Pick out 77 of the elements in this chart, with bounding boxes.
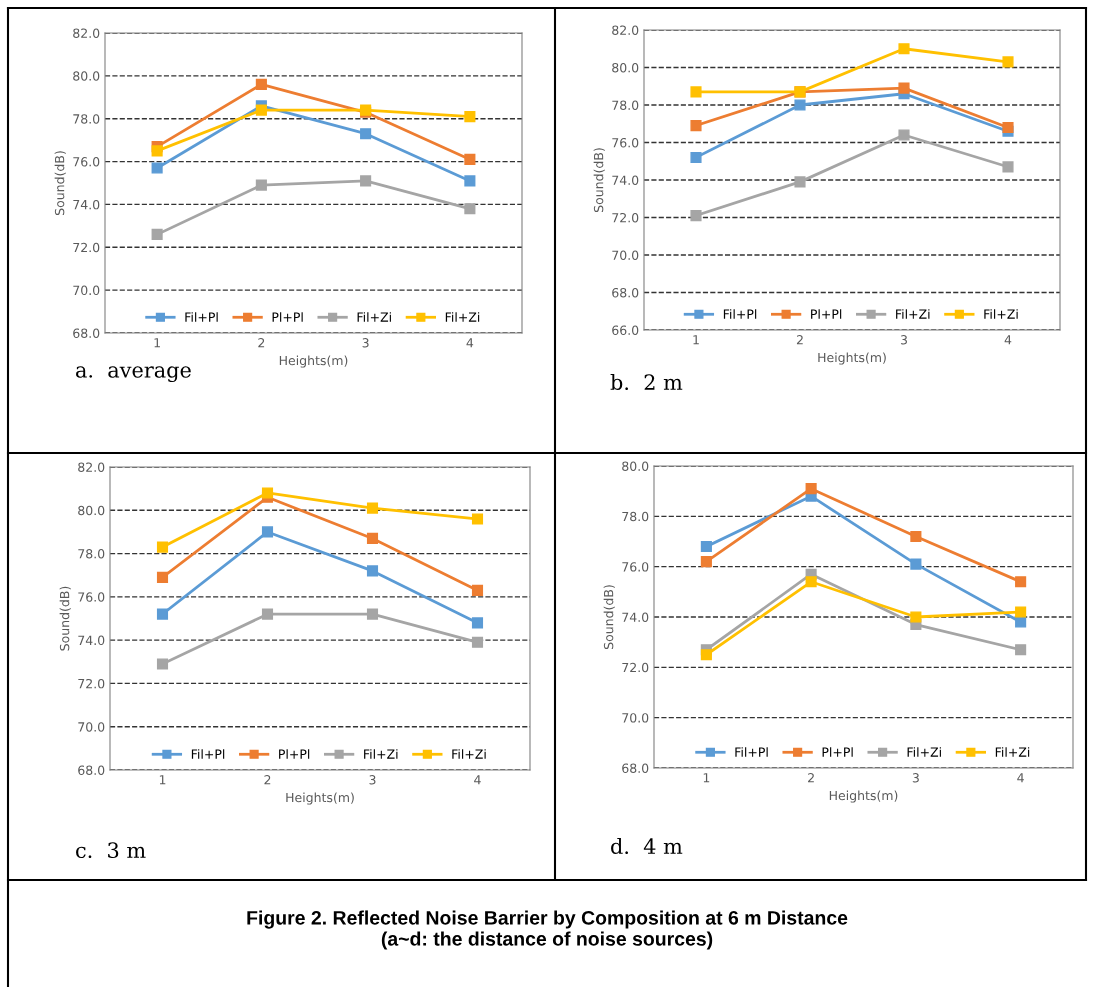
x-tick-label: 1 [159,775,166,785]
y-tick-label: 68.0 [73,328,100,338]
x-tick-label: 3 [369,775,376,785]
y-tick-label: 72.0 [73,242,100,253]
x-tick-label: 4 [474,775,481,785]
y-tick-label: 76.0 [78,592,105,602]
y-tick-label: 76.0 [73,157,100,167]
legend-label: Fil+Zi [364,749,398,759]
legend-label: Fil+Pl [185,312,218,322]
text: a. average [76,366,191,383]
y-tick-label: 74.0 [622,612,649,622]
x-axis-title: Heights(m) [829,790,898,803]
text: b. 2 m [610,373,683,391]
x-tick-label: 1 [703,773,710,783]
y-tick-label: 74.0 [612,175,639,185]
legend-label: Pl+Pl [811,309,842,319]
x-tick-label: 4 [1017,773,1024,783]
y-tick-label: 72.0 [78,678,105,689]
x-tick-label: 1 [693,335,699,345]
y-tick-label: 72.0 [612,212,639,223]
x-tick-label: 3 [912,773,919,783]
y-tick-label: 82.0 [612,25,639,35]
legend-label: Pl+Pl [279,749,310,759]
y-tick-label: 68.0 [612,287,639,298]
x-axis-title: Heights(m) [818,352,886,365]
x-tick-label: 2 [808,773,814,783]
legend-label: Pl+Pl [822,747,853,757]
y-axis-title: Sound(dB) [54,151,66,215]
y-tick-label: 74.0 [78,635,105,646]
text: c. 3 m [76,842,146,859]
legend-label: Fil+Zi [907,747,941,757]
y-tick-label: 76.0 [622,562,649,572]
y-tick-label: 78.0 [622,511,649,522]
y-tick-label: 80.0 [612,62,639,73]
y-axis-title: Sound(dB) [603,585,615,649]
y-axis-title: Sound(dB) [59,586,71,651]
y-tick-label: 66.0 [612,325,639,335]
legend-label: Pl+Pl [272,312,303,322]
legend-label: Fil+Zi [445,312,480,322]
x-tick-label: 2 [258,338,265,348]
legend-label: Fil+Zi [896,309,930,319]
legend-label: Fil+Pl [735,747,768,757]
y-tick-label: 74.0 [73,199,100,210]
y-tick-label: 68.0 [622,763,649,773]
caption: Figure 2. Reflected Noise Barrier by Composition at 6 m Distance (a~d: the distance of noise sources) [247,910,848,950]
legend-label: Fil+Pl [191,749,225,759]
x-tick-label: 2 [796,335,803,345]
legend-label: Fil+Zi [995,747,1030,757]
x-tick-label: 2 [264,775,271,785]
y-tick-label: 82.0 [73,28,100,38]
y-tick-label: 80.0 [73,71,100,81]
y-tick-label: 70.0 [73,285,100,296]
x-tick-label: 4 [1004,335,1012,345]
x-tick-label: 4 [466,338,474,348]
legend-label: Fil+Zi [984,309,1018,319]
y-tick-label: 68.0 [78,765,105,775]
y-tick-label: 72.0 [622,662,649,673]
y-tick-label: 76.0 [612,137,639,148]
x-tick-label: 3 [900,335,907,345]
x-axis-title: Heights(m) [286,792,354,805]
legend-label: Fil+Pl [723,309,757,319]
x-tick-label: 1 [154,338,160,348]
y-tick-label: 70.0 [78,722,105,732]
y-tick-label: 78.0 [612,100,639,110]
text: d. 4 m [611,837,683,855]
y-tick-label: 78.0 [73,114,100,124]
legend-label: Fil+Zi [357,312,391,322]
legend-label: Fil+Zi [452,749,486,759]
y-tick-label: 80.0 [78,505,105,516]
x-tick-label: 3 [362,338,369,348]
x-axis-title: Heights(m) [279,355,348,368]
y-tick-label: 80.0 [622,461,649,471]
y-tick-label: 70.0 [612,250,639,260]
y-tick-label: 82.0 [78,462,105,472]
y-tick-label: 70.0 [622,713,649,723]
y-axis-title: Sound(dB) [593,148,605,212]
y-tick-label: 78.0 [78,549,105,559]
